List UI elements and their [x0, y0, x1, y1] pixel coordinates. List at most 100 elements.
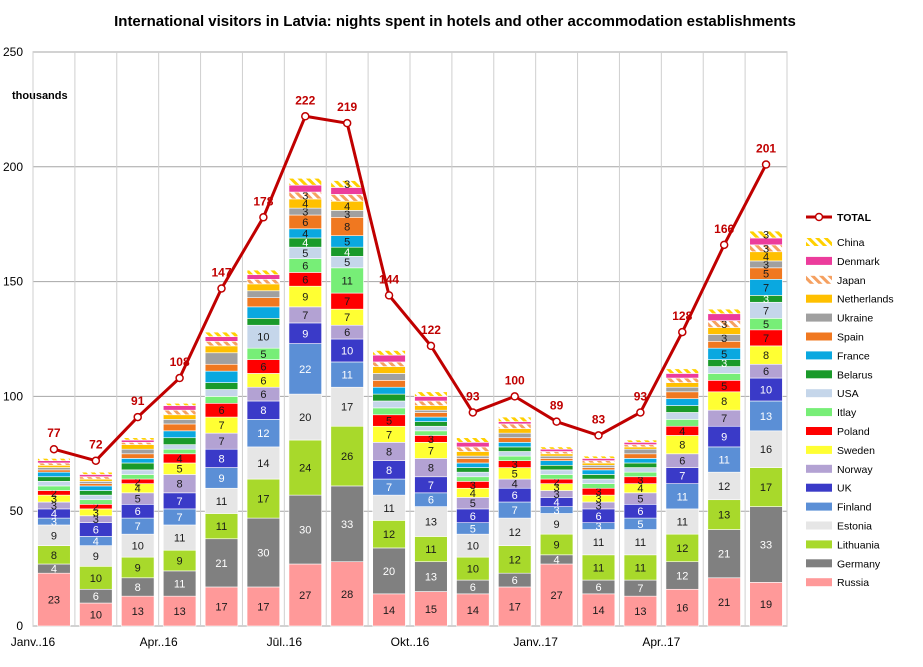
legend-swatch-russia: [806, 578, 832, 587]
bar-segment-denmark: [246, 274, 281, 280]
data-label-finland: 11: [677, 491, 688, 503]
legend-swatch-belarus: [806, 370, 832, 379]
legend-label-ukraine: Ukraine: [837, 313, 873, 325]
data-label-france: 4: [302, 228, 308, 240]
bar-segment-japan: [246, 279, 281, 285]
total-point: [678, 327, 687, 337]
data-label-finland: 7: [135, 521, 141, 533]
bar-segment-netherlands: [162, 414, 197, 420]
data-label-estonia: 11: [593, 537, 604, 549]
data-label-finland: 9: [218, 473, 224, 485]
data-label-sweden: 4: [470, 488, 476, 500]
data-label-finland: 7: [512, 505, 518, 517]
data-label-poland: 2: [93, 502, 99, 514]
bar-segment-netherlands: [79, 478, 113, 482]
bar-segment-france: [37, 471, 71, 478]
data-label-japan: 3: [763, 243, 769, 255]
bar-segment-japan: [330, 194, 364, 202]
data-label-estonia: 9: [51, 530, 57, 542]
legend-label-itlay: Itlay: [837, 407, 857, 419]
legend-total-marker: [814, 212, 824, 222]
bar-segment-itlay: [665, 419, 699, 427]
data-label-usa: 5: [344, 257, 350, 269]
total-point: [175, 373, 184, 383]
data-label-sweden: 9: [302, 292, 308, 304]
legend-swatch-itlay: [806, 408, 832, 417]
total-data-label: 128: [672, 309, 692, 323]
data-label-uk: 9: [302, 328, 308, 340]
bar-segment-lithuania: [665, 533, 699, 563]
legend-swatch-poland: [806, 427, 832, 435]
total-data-label: 178: [253, 194, 273, 208]
total-series-line: [53, 114, 768, 463]
bar-segment-ukraine: [414, 409, 448, 413]
data-label-belarus: 3: [763, 294, 769, 306]
bar-segment-china: [372, 350, 406, 356]
bar-segment-russia: [665, 588, 699, 627]
y-tick-label: 100: [3, 389, 23, 403]
bar-segment-itlay: [121, 474, 155, 480]
bar-segment-russia: [623, 595, 658, 627]
bar-segment-china: [581, 455, 616, 459]
data-label-poland: 7: [344, 296, 350, 308]
total-data-label: 166: [714, 222, 734, 236]
bar-segment-belarus: [623, 462, 658, 468]
bar-segment-itlay: [372, 407, 406, 416]
bar-segment-ukraine: [121, 448, 155, 455]
x-tick-label: Apr..16: [140, 635, 178, 649]
bar-segment-estonia: [623, 529, 658, 556]
data-label-lithuania: 10: [90, 573, 102, 585]
bar-segment-france: [121, 458, 155, 464]
data-label-sweden: 3: [93, 507, 99, 519]
bar-segment-china: [121, 437, 155, 441]
bar-segment-russia: [246, 586, 281, 627]
data-label-france: 5: [344, 236, 350, 248]
bar-segment-france: [79, 485, 113, 491]
bar-segment-denmark: [121, 439, 155, 443]
bar-segment-usa: [665, 412, 699, 420]
total-data-label: 222: [295, 93, 315, 107]
bar-segment-russia: [749, 582, 783, 627]
data-label-uk: 6: [595, 511, 601, 523]
bar-segment-itlay: [456, 476, 490, 482]
legend-label-norway: Norway: [837, 464, 873, 476]
data-label-sweden: 4: [135, 483, 141, 495]
legend-label-estonia: Estonia: [837, 521, 872, 533]
bar-segment-estonia: [749, 430, 783, 468]
data-label-belarus: 4: [344, 247, 350, 259]
bar-segment-netherlands: [246, 283, 281, 292]
bar-segment-china: [37, 458, 71, 461]
bar-segment-germany: [204, 538, 239, 588]
data-label-russia: 14: [592, 605, 604, 617]
data-label-sweden: 8: [679, 440, 685, 452]
bar-segment-itlay: [539, 474, 574, 480]
bar-segment-china: [162, 402, 197, 406]
data-label-russia: 19: [760, 599, 772, 611]
legend-swatch-usa: [806, 389, 832, 398]
data-label-russia: 27: [550, 590, 562, 602]
data-label-lithuania: 26: [341, 451, 353, 463]
data-label-estonia: 10: [132, 541, 144, 553]
data-label-germany: 30: [299, 525, 311, 537]
bar-segment-denmark: [79, 474, 113, 478]
x-tick-label: Janv..17: [513, 635, 558, 649]
total-data-label: 144: [379, 272, 399, 286]
bar-segment-denmark: [539, 448, 574, 452]
data-label-finland: 4: [93, 536, 99, 548]
bar-segment-denmark: [414, 396, 448, 402]
data-label-estonia: 16: [760, 444, 772, 456]
bar-segment-china: [623, 439, 658, 443]
data-label-russia: 17: [509, 601, 521, 613]
bar-segment-france: [204, 370, 239, 383]
bar-segment-china: [414, 391, 448, 397]
bar-segment-netherlands: [581, 462, 616, 466]
bar-segment-finland: [749, 400, 783, 432]
bar-segment-lithuania: [330, 425, 364, 487]
bar-segment-lithuania: [623, 554, 658, 581]
data-label-germany: 21: [215, 558, 227, 570]
data-label-finland: 7: [386, 482, 392, 494]
data-label-sweden: 7: [428, 445, 434, 457]
bar-segment-estonia: [204, 487, 239, 514]
data-label-lithuania: 13: [718, 510, 730, 522]
data-label-lithuania: 11: [635, 562, 646, 574]
